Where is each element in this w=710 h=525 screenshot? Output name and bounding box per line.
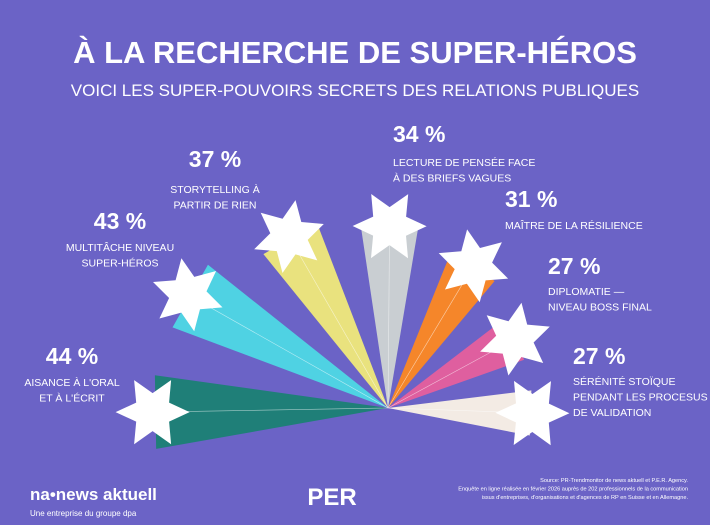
category-label: PENDANT LES PROCESUS [573,392,708,404]
category-label: DIPLOMATIE — [548,286,625,298]
category-label: STORYTELLING À [170,183,259,196]
value-label: 27 % [573,343,625,369]
category-label: DE VALIDATION [573,407,651,419]
ray [154,375,388,449]
source-note: issus d'entreprises, d'organisations et … [482,495,689,501]
category-label: LECTURE DE PENSÉE FACE [393,156,535,169]
category-label: SUPER-HÉROS [81,257,158,270]
category-label: ET À L'ÉCRIT [39,392,105,405]
star [495,380,570,446]
ray-highlight [187,294,389,409]
star [480,302,550,376]
ray-highlight [288,236,389,409]
star [115,380,190,445]
category-label: AISANCE À L'ORAL [24,376,120,389]
star [153,258,223,332]
value-label: 27 % [548,253,600,279]
chart-subtitle: VOICI LES SUPER-POUVOIRS SECRETS DES REL… [71,81,639,100]
brand-tagline: Une entreprise du groupe dpa [30,509,137,518]
value-label: 37 % [189,146,241,172]
category-label: MULTITÂCHE NIVEAU [66,241,174,254]
ray [172,264,388,408]
value-label: 44 % [46,343,98,369]
ray-highlight [387,226,390,409]
ray [263,223,388,408]
chart-title: À LA RECHERCHE DE SUPER-HÉROS [73,35,637,70]
source-note: Enquête en ligne réalisée en février 202… [458,487,688,493]
brand: na•news aktuell [30,485,157,504]
star [438,229,509,303]
category-label: À DES BRIEFS VAGUES [393,172,511,185]
ray-highlight [387,265,474,409]
ray [388,254,495,408]
star [254,200,324,273]
category-label: SÉRÉNITÉ STOÏQUE [573,375,676,388]
value-label: 31 % [505,186,557,212]
category-label: NIVEAU BOSS FINAL [548,302,652,314]
ray [361,228,419,408]
ray [388,390,532,436]
value-label: 34 % [393,121,445,147]
star [352,194,427,259]
category-label: PARTIR DE RIEN [173,200,256,212]
source-note: Source: PR-Trendmonitor de news aktuell … [540,478,688,484]
ray-highlight [152,407,389,413]
partner-logo: PER [307,484,356,511]
category-label: MAÎTRE DE LA RÉSILIENCE [505,219,643,232]
value-label: 43 % [94,208,146,234]
